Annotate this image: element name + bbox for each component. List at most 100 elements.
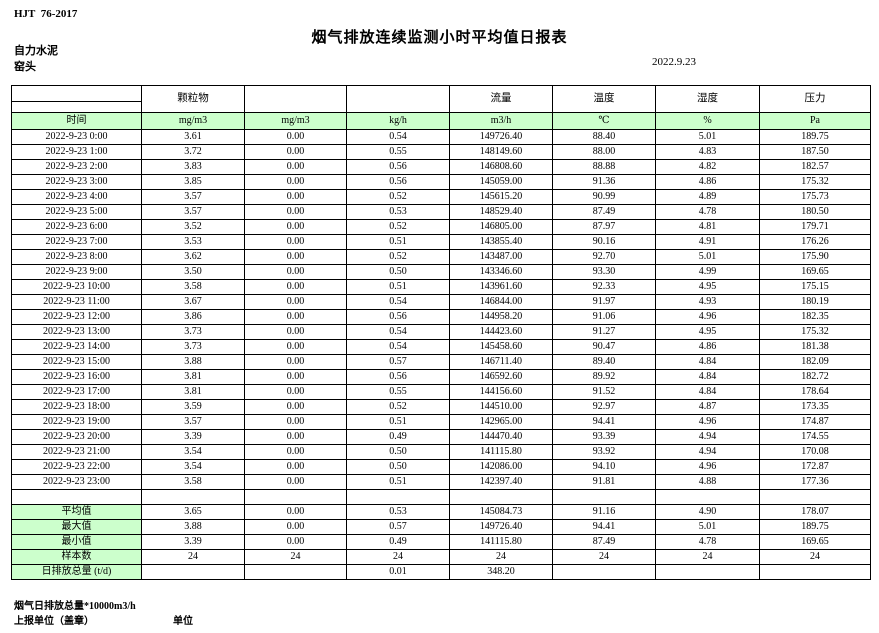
value-cell: 91.97 [552,294,656,310]
value-cell: 88.00 [552,144,656,160]
value-cell: 4.95 [655,279,760,295]
table-row: 2022-9-23 18:00 3.59 0.00 0.52 144510.00 92.9… [11,399,871,415]
time-cell: 2022-9-23 15:00 [11,354,142,370]
value-cell: 0.00 [244,309,347,325]
value-cell: 0.54 [346,129,450,145]
value-cell: 0.00 [244,474,347,490]
value-cell: 0.00 [244,429,347,445]
unit-cell: mg/m3 [244,112,347,130]
value-cell: 91.81 [552,474,656,490]
value-cell: 4.87 [655,399,760,415]
value-cell: 93.30 [552,264,656,280]
empty-cell [552,489,656,505]
summary-label-cell: 样本数 [11,549,142,565]
group-header-row: 颗粒物 流量 温度 湿度 压力 [11,85,871,113]
value-cell: 0.57 [346,354,450,370]
value-cell: 146844.00 [449,294,553,310]
value-cell: 24 [244,549,347,565]
value-cell: 24 [759,549,871,565]
value-cell: 91.36 [552,174,656,190]
value-cell: 4.78 [655,534,760,550]
value-cell: 0.50 [346,444,450,460]
value-cell: 176.26 [759,234,871,250]
summary-label-cell: 日排放总量 (t/d) [11,564,142,580]
time-cell: 2022-9-23 13:00 [11,324,142,340]
value-cell: 0.51 [346,234,450,250]
value-cell: 146711.40 [449,354,553,370]
col-header-blank-2 [346,85,450,113]
table-row: 2022-9-23 3:00 3.85 0.00 0.56 145059.00 91.36… [11,174,871,190]
value-cell: 181.38 [759,339,871,355]
value-cell: 187.50 [759,144,871,160]
value-cell [244,564,347,580]
value-cell: 0.49 [346,534,450,550]
col-header-blank-1 [244,85,347,113]
value-cell [655,564,760,580]
value-cell: 3.58 [141,474,245,490]
spacer-row [11,489,871,505]
value-cell: 180.50 [759,204,871,220]
value-cell: 0.00 [244,504,347,520]
col-header-humidity: 湿度 [655,85,760,113]
value-cell: 0.52 [346,399,450,415]
unit-cell: Pa [759,112,871,130]
value-cell: 5.01 [655,519,760,535]
value-cell: 4.84 [655,384,760,400]
value-cell: 4.93 [655,294,760,310]
value-cell: 0.00 [244,294,347,310]
value-cell: 88.40 [552,129,656,145]
time-cell: 2022-9-23 3:00 [11,174,142,190]
value-cell: 0.57 [346,519,450,535]
value-cell: 149726.40 [449,129,553,145]
table-row: 2022-9-23 0:00 3.61 0.00 0.54 149726.40 88.40… [11,129,871,145]
time-cell: 2022-9-23 19:00 [11,414,142,430]
value-cell: 3.65 [141,504,245,520]
table-row: 2022-9-23 4:00 3.57 0.00 0.52 145615.20 90.99… [11,189,871,205]
col-header-pressure: 压力 [759,85,871,113]
table-row: 日排放总量 (t/d) 0.01 348.20 [11,564,871,580]
value-cell: 0.00 [244,399,347,415]
value-cell: 89.40 [552,354,656,370]
value-cell: 0.00 [244,249,347,265]
value-cell: 4.96 [655,309,760,325]
value-cell: 0.56 [346,174,450,190]
empty-cell [759,489,871,505]
unit-header-row: 时间 mg/m3 mg/m3 kg/h m3/h ℃ % Pa [11,112,871,130]
value-cell: 0.00 [244,369,347,385]
station-name: 窑头 [14,61,36,73]
empty-cell [141,489,245,505]
value-cell: 3.88 [141,354,245,370]
table-row: 2022-9-23 12:00 3.86 0.00 0.56 144958.20 91.0… [11,309,871,325]
value-cell: 4.84 [655,369,760,385]
table-row: 2022-9-23 10:00 3.58 0.00 0.51 143961.60 92.3… [11,279,871,295]
value-cell [759,564,871,580]
value-cell: 175.32 [759,174,871,190]
value-cell: 89.92 [552,369,656,385]
value-cell: 4.81 [655,219,760,235]
value-cell: 3.39 [141,534,245,550]
value-cell: 3.83 [141,159,245,175]
value-cell: 0.00 [244,324,347,340]
time-cell: 2022-9-23 8:00 [11,249,142,265]
value-cell: 92.33 [552,279,656,295]
empty-cell [449,489,553,505]
value-cell: 4.96 [655,414,760,430]
value-cell: 146805.00 [449,219,553,235]
value-cell: 91.27 [552,324,656,340]
value-cell: 4.82 [655,159,760,175]
value-cell: 90.99 [552,189,656,205]
value-cell: 3.62 [141,249,245,265]
value-cell: 90.47 [552,339,656,355]
value-cell: 182.35 [759,309,871,325]
time-cell: 2022-9-23 12:00 [11,309,142,325]
value-cell: 3.85 [141,174,245,190]
value-cell: 91.52 [552,384,656,400]
value-cell: 144958.20 [449,309,553,325]
value-cell: 93.92 [552,444,656,460]
value-cell: 4.94 [655,429,760,445]
value-cell: 189.75 [759,129,871,145]
value-cell: 142397.40 [449,474,553,490]
value-cell: 0.55 [346,384,450,400]
table-row: 2022-9-23 9:00 3.50 0.00 0.50 143346.60 93.30… [11,264,871,280]
unit-cell: m3/h [449,112,553,130]
